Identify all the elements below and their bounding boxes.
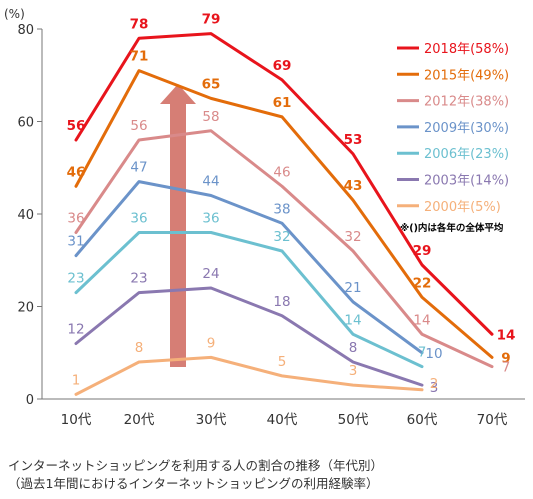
data-label: 23 (67, 271, 84, 287)
data-label: 65 (202, 76, 221, 92)
data-label: 10 (425, 346, 442, 362)
data-label: 69 (273, 58, 292, 74)
series-line (74, 129, 494, 369)
data-label: 14 (344, 312, 361, 328)
series-lines (74, 32, 494, 396)
y-axis-label: (%) (4, 7, 25, 21)
data-label: 9 (207, 335, 216, 351)
arrow-shaft (170, 104, 186, 367)
data-label: 31 (67, 234, 84, 250)
caption-line-2: （過去1年間におけるインターネットショッピングの利用経験率） (8, 476, 379, 491)
x-tick-label: 60代 (407, 412, 438, 428)
data-label: 32 (273, 229, 290, 245)
data-label: 9 (501, 350, 510, 366)
axes: 0 20 40 60 80 (%) 10代 20代 30代 40代 50代 60代 70代 (4, 7, 525, 428)
data-label: 8 (349, 340, 358, 356)
series-line (74, 355, 424, 396)
data-label: 44 (202, 174, 219, 190)
series-line (74, 69, 494, 359)
data-label: 12 (67, 322, 84, 338)
y-tick-label: 40 (17, 208, 34, 223)
x-tick-label: 30代 (196, 412, 227, 428)
data-label: 21 (344, 280, 361, 296)
legend-note: ※()内は各年の全体平均 (400, 222, 504, 234)
data-label: 78 (130, 16, 149, 32)
trend-arrow (160, 84, 196, 367)
data-label: 18 (273, 294, 290, 310)
data-label: 38 (273, 201, 290, 217)
data-label: 46 (273, 164, 290, 180)
data-label: 1 (72, 372, 81, 388)
legend-label: 2015年(49%) (424, 68, 509, 83)
data-label: 36 (130, 211, 147, 227)
data-label: 46 (67, 164, 86, 180)
data-label: 58 (202, 109, 219, 125)
data-label: 3 (349, 363, 358, 379)
data-label: 56 (67, 118, 86, 134)
x-tick-label: 50代 (338, 412, 369, 428)
data-label: 79 (202, 12, 221, 28)
legend-label: 2006年(23%) (424, 147, 509, 162)
x-tick-label: 20代 (124, 412, 155, 428)
data-label: 3 (430, 380, 439, 396)
series-line (74, 180, 424, 355)
data-label: 14 (413, 312, 430, 328)
x-tick-label: 70代 (477, 412, 508, 428)
data-label: 56 (130, 118, 147, 134)
data-label: 36 (67, 211, 84, 227)
data-label: 2 (430, 376, 439, 392)
data-label: 8 (135, 340, 144, 356)
data-label: 43 (344, 178, 363, 194)
data-label: 61 (273, 95, 292, 111)
data-label: 7 (502, 360, 511, 376)
data-label: 24 (202, 266, 219, 282)
legend-label: 2000年(5%) (424, 200, 501, 215)
y-tick-label: 80 (17, 23, 34, 38)
legend-label: 2003年(14%) (424, 174, 509, 189)
data-label: 32 (344, 229, 361, 245)
legend-label: 2012年(38%) (424, 95, 509, 110)
data-label: 29 (413, 243, 432, 259)
legend-label: 2009年(30%) (424, 121, 509, 136)
data-label: 47 (130, 160, 147, 176)
y-tick-label: 20 (17, 301, 34, 316)
series-line (74, 231, 424, 369)
x-tick-label: 40代 (267, 412, 298, 428)
data-label: 7 (418, 345, 427, 361)
series-line (74, 286, 424, 387)
legend: 2018年(58%) 2015年(49%) 2012年(38%) 2009年(30%)… (397, 42, 509, 215)
y-tick-label: 0 (26, 393, 34, 408)
data-label: 22 (413, 275, 432, 291)
data-label: 71 (130, 49, 149, 65)
data-label: 14 (497, 327, 516, 343)
data-label: 36 (202, 211, 219, 227)
arrow-head (160, 84, 196, 104)
series-line (74, 32, 494, 336)
x-tick-label: 10代 (61, 412, 92, 428)
data-label: 5 (278, 354, 287, 370)
caption-line-1: インターネットショッピングを利用する人の割合の推移（年代別） (8, 458, 384, 473)
y-tick-label: 60 (17, 116, 34, 131)
legend-label: 2018年(58%) (424, 42, 509, 57)
data-label: 53 (344, 132, 363, 148)
data-label: 23 (130, 271, 147, 287)
